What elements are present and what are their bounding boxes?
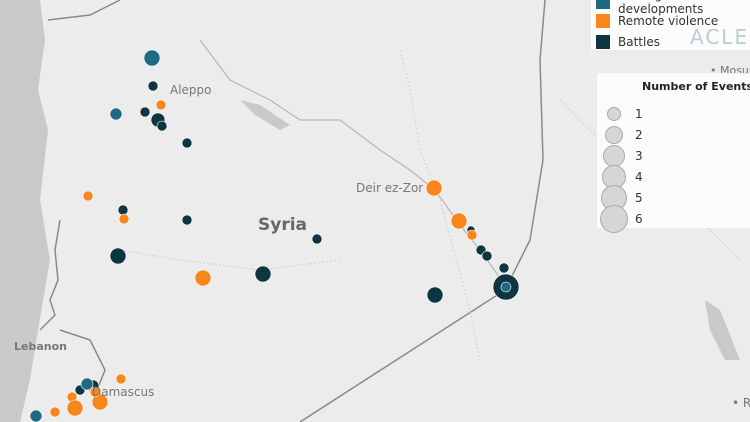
legend-label: Battles [618,35,660,49]
marker-battle[interactable] [426,286,444,304]
marker-strategic-development[interactable] [80,377,94,391]
size-legend-item: 6 [600,205,643,233]
marker-battle[interactable] [498,262,510,274]
marker-remote-violence[interactable] [82,190,94,202]
marker-remote-violence[interactable] [194,269,212,287]
marker-remote-violence[interactable] [450,212,468,230]
label-aleppo: Aleppo [170,83,212,97]
legend-item-battles[interactable]: Battles [596,34,660,50]
marker-battle[interactable] [147,80,159,92]
marker-battle[interactable] [311,233,323,245]
marker-strategic-development[interactable] [143,49,161,67]
legend-label: Remote violence [618,14,719,28]
marker-battle[interactable] [181,137,193,149]
size-legend-item: 1 [607,107,643,121]
marker-remote-violence[interactable] [155,99,167,111]
swatch-orange [596,14,610,28]
size-label: 6 [635,212,643,226]
marker-battle[interactable] [109,247,127,265]
marker-remote-violence[interactable] [115,373,127,385]
label-raqqa: • Ra [732,396,750,410]
size-circle-icon [607,107,621,121]
marker-strategic-development[interactable] [29,409,43,422]
marker-battle[interactable] [481,250,493,262]
acled-watermark: ACLED [690,25,750,49]
swatch-teal [596,0,610,9]
size-label: 5 [635,191,643,205]
size-circle-icon [603,145,625,167]
label-lebanon: Lebanon [14,340,67,353]
size-legend-title: Number of Events [642,80,750,93]
marker-battle[interactable] [254,265,272,283]
marker-remote-violence[interactable] [89,386,101,398]
size-label: 1 [635,107,643,121]
size-legend-item: 3 [603,145,643,167]
marker-strategic-development[interactable] [109,107,123,121]
marker-remote-violence[interactable] [466,229,478,241]
legend-item-remote-violence[interactable]: Remote violence [596,13,718,29]
marker-battle[interactable] [181,214,193,226]
swatch-dark [596,35,610,49]
size-circle-icon [605,126,623,144]
marker-remote-violence[interactable] [118,213,130,225]
marker-strategic-development[interactable] [500,281,512,293]
sea [0,0,50,422]
lake-assad [240,100,290,130]
label-damascus: Damascus [92,385,155,399]
size-label: 2 [635,128,643,142]
marker-battle[interactable] [139,106,151,118]
marker-battle[interactable] [117,204,129,216]
size-label: 3 [635,149,643,163]
syria-border [39,0,546,422]
legend-label: Strategic developments [617,0,704,16]
marker-remote-violence[interactable] [91,393,109,411]
size-legend-item: 2 [605,126,643,144]
size-label: 4 [635,170,643,184]
size-circle-icon [600,205,628,233]
size-legend: Number of Events 1 2 3 4 5 6 [597,73,750,233]
event-type-legend: Strategic developments Remote violence B… [591,0,750,50]
roads [119,49,741,361]
marker-remote-violence[interactable] [49,406,61,418]
river-euphrates [199,39,506,286]
label-syria: Syria [258,215,308,235]
marker-remote-violence[interactable] [425,179,443,197]
legend-item-strategic[interactable]: Strategic developments [596,0,750,16]
label-deir-ez-zor: Deir ez-Zor [356,181,424,195]
marker-remote-violence[interactable] [66,399,84,417]
marker-battle[interactable] [156,120,168,132]
lake-east [705,300,740,360]
